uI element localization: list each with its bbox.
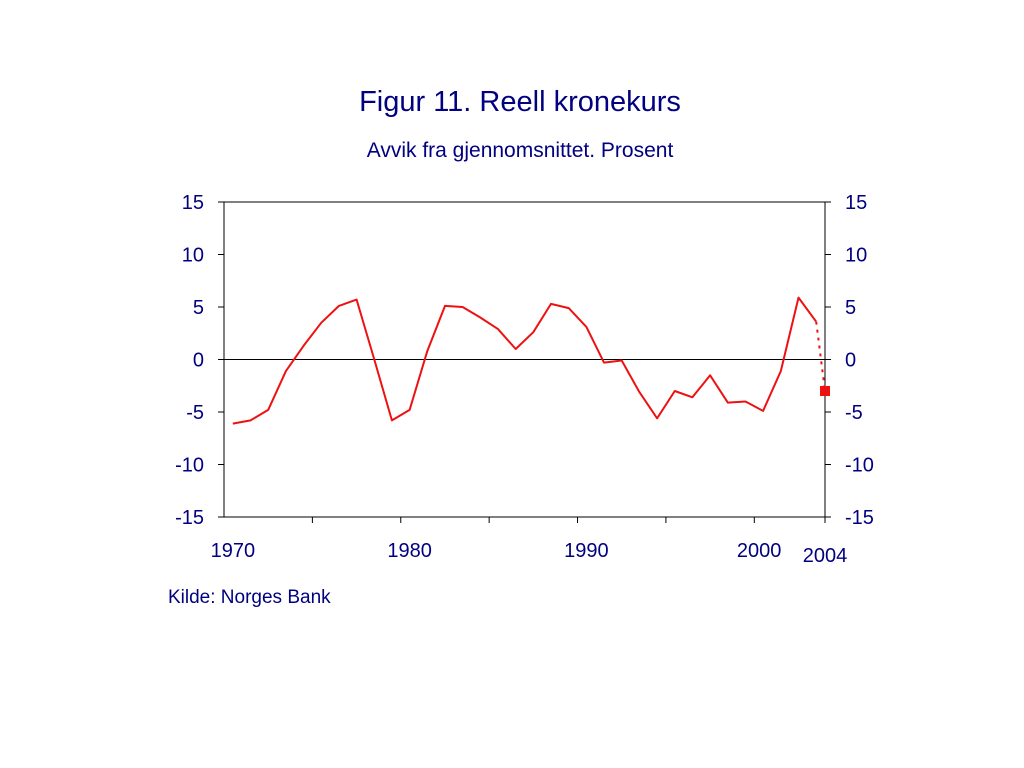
y-tick-label-left: 0 (193, 350, 204, 372)
chart-title: Figur 11. Reell kronekurs (359, 86, 681, 118)
chart-series (232, 296, 830, 425)
x-tick-label: 2000 (737, 540, 782, 562)
x-tick-label: 1980 (387, 540, 432, 562)
source-note: Kilde: Norges Bank (168, 587, 331, 608)
x-tick-label: 1970 (211, 540, 256, 562)
y-tick-label-left: -5 (186, 402, 204, 424)
x-tick-label: 1990 (564, 540, 609, 562)
y-tick-label-left: 10 (182, 245, 204, 267)
x-axis-ticks: 1970 1980 1990 2000 2004 (211, 517, 848, 567)
chart-axes (223, 201, 826, 518)
y-tick-label-right: 0 (845, 350, 856, 372)
y-tick-label-left: -15 (175, 507, 204, 529)
y-tick-label-right: 10 (845, 245, 867, 267)
y-tick-label-right: 5 (845, 297, 856, 319)
chart-subtitle: Avvik fra gjennomsnittet. Prosent (366, 139, 674, 162)
x-tick-label: 2004 (803, 545, 848, 567)
y-tick-label-left: -10 (175, 455, 204, 477)
y-tick-label-right: 15 (845, 192, 867, 214)
y-axis-left-ticks: 15 10 5 0 -5 -10 -15 (175, 192, 224, 529)
projection-line (815, 321, 826, 392)
data-line (232, 296, 818, 425)
y-tick-label-right: -15 (845, 507, 874, 529)
y-tick-label-right: -5 (845, 402, 863, 424)
y-axis-right-ticks: 15 10 5 0 -5 -10 -15 (825, 192, 874, 529)
y-tick-label-left: 15 (182, 192, 204, 214)
y-tick-label-right: -10 (845, 455, 874, 477)
y-tick-label-left: 5 (193, 297, 204, 319)
data-marker (820, 386, 830, 396)
